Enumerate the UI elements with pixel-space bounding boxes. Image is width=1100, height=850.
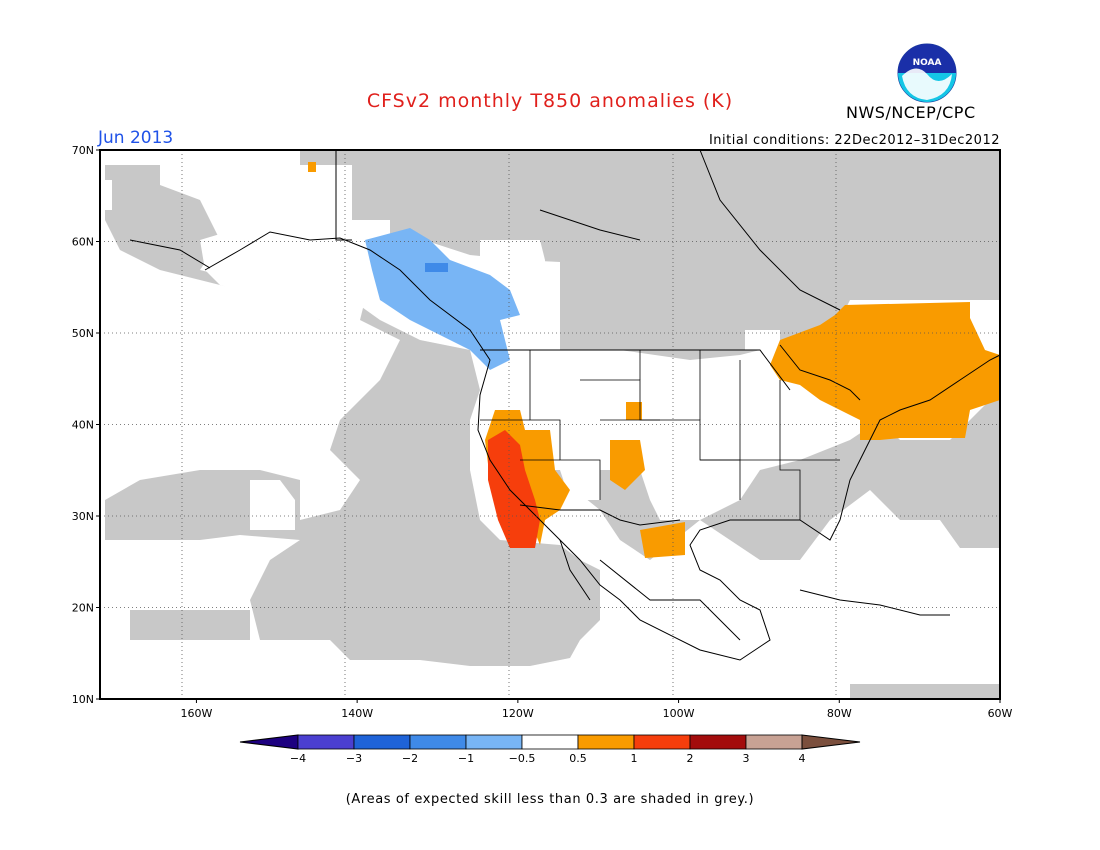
colorbar-label: −0.5 xyxy=(509,752,536,765)
lon-label: 140W xyxy=(341,707,373,720)
longitude-labels: 160W 140W 120W 100W 80W 60W xyxy=(180,699,1013,720)
latitude-labels: 70N 60N 50N 40N 30N 20N 10N xyxy=(72,144,100,706)
lat-label: 40N xyxy=(72,419,94,432)
colorbar-swatch xyxy=(465,734,523,750)
cold-anomaly-region xyxy=(365,228,520,370)
map-plot-area xyxy=(99,149,1001,700)
colorbar-swatch xyxy=(353,734,411,750)
lon-label: 120W xyxy=(502,707,534,720)
colorbar-arrow-low xyxy=(239,734,299,750)
lon-label: 80W xyxy=(827,707,852,720)
agency-label: NWS/NCEP/CPC xyxy=(846,103,976,122)
lon-label: 100W xyxy=(663,707,695,720)
noaa-logo: NOAA xyxy=(897,43,957,103)
colorbar-label: −4 xyxy=(290,752,306,765)
initial-conditions: Initial conditions: 22Dec2012–31Dec2012 xyxy=(708,133,1000,148)
colorbar-swatch xyxy=(521,734,579,750)
warm-anomaly-region xyxy=(308,162,1000,558)
colorbar-label: −3 xyxy=(346,752,362,765)
colorbar-label: −1 xyxy=(458,752,474,765)
colorbar-swatch xyxy=(297,734,355,750)
colorbar-label: 2 xyxy=(687,752,694,765)
colorbar-label: 3 xyxy=(743,752,750,765)
lat-label: 10N xyxy=(72,693,94,706)
colorbar-swatch xyxy=(577,734,635,750)
lat-label: 20N xyxy=(72,602,94,615)
colorbar-label: 0.5 xyxy=(569,752,587,765)
lat-label: 70N xyxy=(72,144,94,157)
colorbar-label: −2 xyxy=(402,752,418,765)
valid-month: Jun 2013 xyxy=(98,128,174,148)
map-title: CFSv2 monthly T850 anomalies (K) xyxy=(366,90,734,112)
lat-label: 60N xyxy=(72,236,94,249)
lat-label: 50N xyxy=(72,327,94,340)
coastlines xyxy=(129,149,1001,661)
colorbar-label: 1 xyxy=(631,752,638,765)
logo-text: NOAA xyxy=(913,58,942,68)
colorbar-swatch xyxy=(689,734,747,750)
skill-footnote: (Areas of expected skill less than 0.3 a… xyxy=(345,792,755,807)
lat-label: 30N xyxy=(72,510,94,523)
lon-label: 160W xyxy=(180,707,212,720)
colorbar-swatch xyxy=(745,734,803,750)
colorbar-swatch xyxy=(409,734,467,750)
colorbar-arrow-high xyxy=(801,734,861,750)
colorbar-label: 4 xyxy=(799,752,806,765)
colorbar-swatch xyxy=(633,734,691,750)
colorbar: −4 −3 −2 −1 −0.5 0.5 1 2 3 4 xyxy=(239,734,861,765)
lon-label: 60W xyxy=(988,707,1013,720)
state-borders xyxy=(480,350,840,520)
